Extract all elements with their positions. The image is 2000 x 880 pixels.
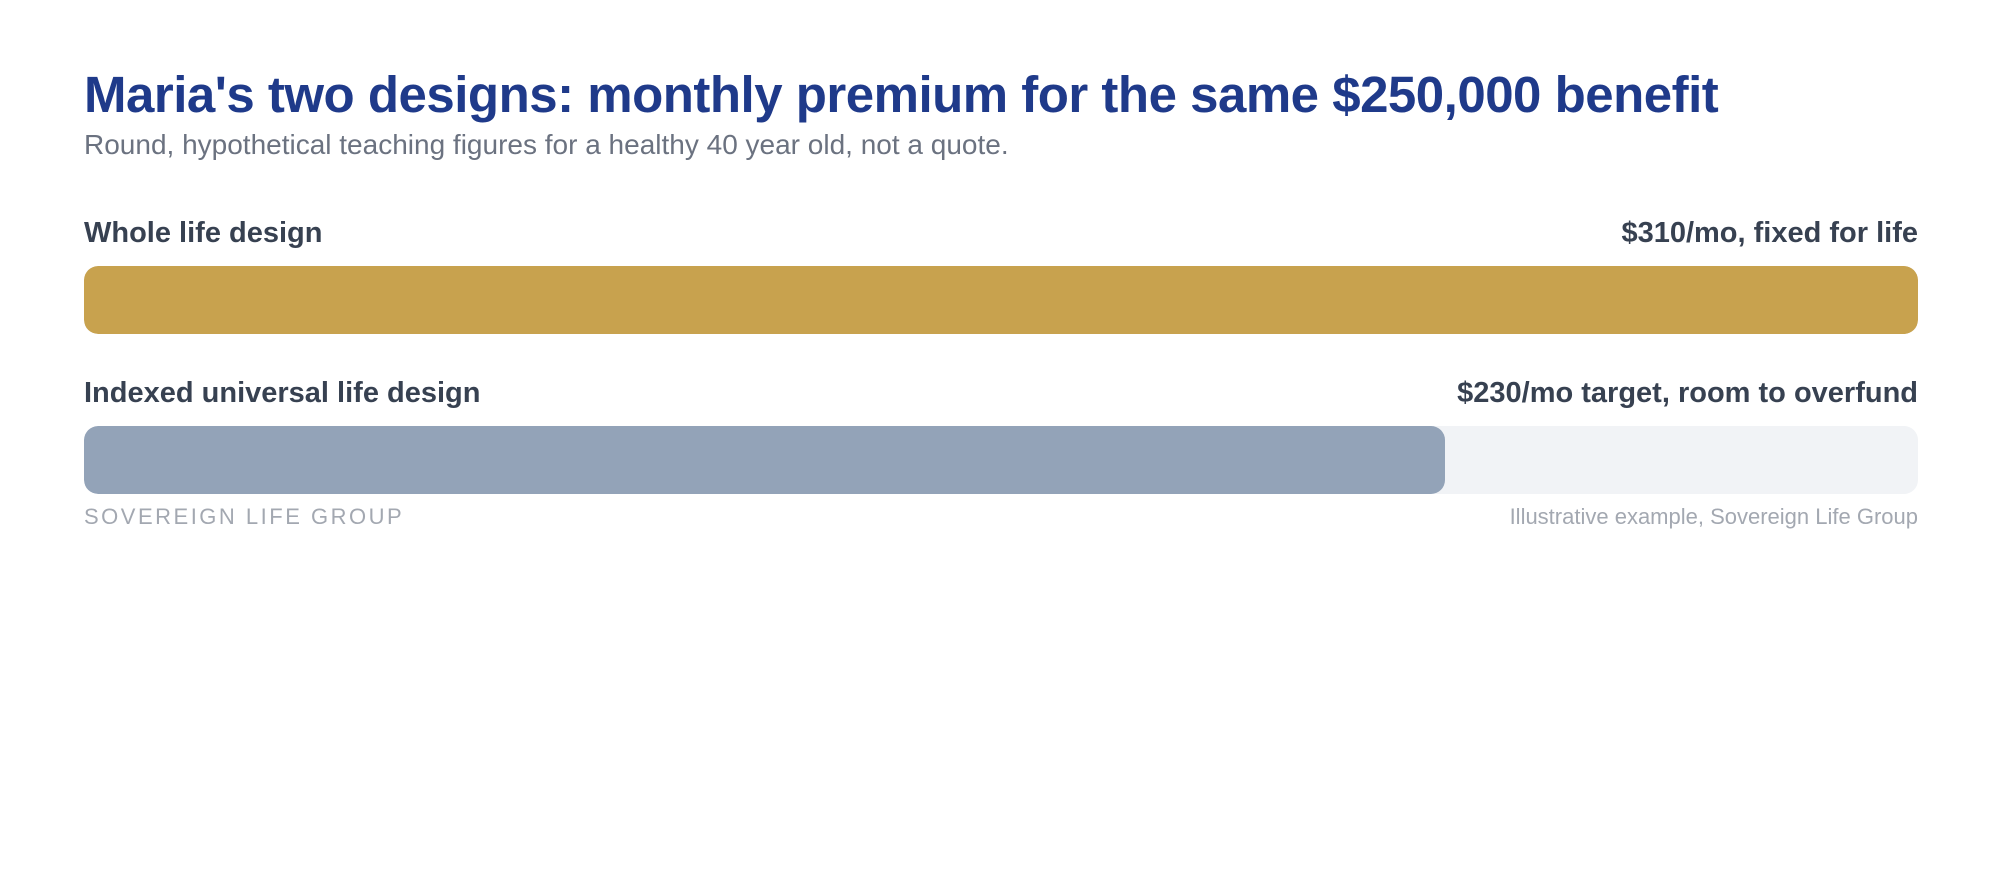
bar-track-whole-life — [84, 266, 1918, 334]
bar-rows: Whole life design $310/mo, fixed for lif… — [84, 214, 1918, 494]
value-label-indexed-universal-life: $230/mo target, room to overfund — [1457, 377, 1918, 409]
bar-row-whole-life: Whole life design $310/mo, fixed for lif… — [84, 214, 1918, 334]
bar-track-indexed-universal-life — [84, 426, 1918, 494]
value-label-whole-life: $310/mo, fixed for life — [1621, 217, 1918, 249]
chart-title: Maria's two designs: monthly premium for… — [84, 66, 1719, 123]
bar-row-indexed-universal-life: Indexed universal life design $230/mo ta… — [84, 374, 1918, 494]
brand-label: SOVEREIGN LIFE GROUP — [84, 504, 405, 529]
bar-whole-life — [84, 266, 1918, 334]
chart-subtitle: Round, hypothetical teaching figures for… — [84, 129, 1009, 160]
bar-indexed-universal-life — [84, 426, 1445, 494]
chart-container: Maria's two designs: monthly premium for… — [84, 62, 1918, 532]
bar-row-header: Whole life design $310/mo, fixed for lif… — [84, 214, 1918, 252]
chart-footer: SOVEREIGN LIFE GROUP Illustrative exampl… — [84, 502, 1918, 532]
source-note: Illustrative example, Sovereign Life Gro… — [1509, 504, 1918, 529]
category-label-whole-life: Whole life design — [84, 217, 323, 249]
bar-row-header: Indexed universal life design $230/mo ta… — [84, 374, 1918, 412]
category-label-indexed-universal-life: Indexed universal life design — [84, 377, 481, 409]
